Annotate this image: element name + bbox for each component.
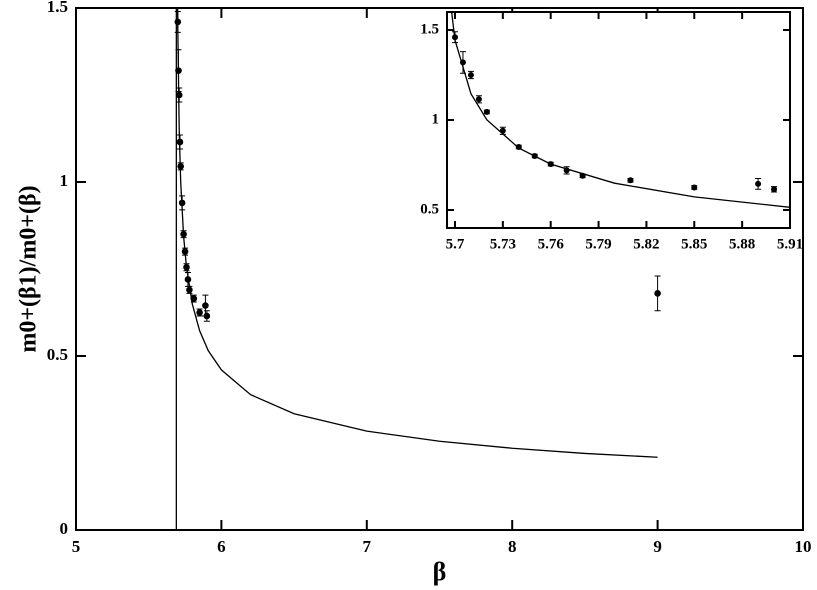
x-tick-label: 6 xyxy=(217,537,226,556)
x-tick-label: 8 xyxy=(508,537,517,556)
x-tick-label: 5.82 xyxy=(633,236,659,252)
data-point xyxy=(691,184,698,191)
x-tick-label: 9 xyxy=(653,537,662,556)
x-axis-label: β xyxy=(433,557,447,586)
plot-area xyxy=(174,8,661,530)
data-point xyxy=(627,177,634,184)
data-point xyxy=(475,96,482,103)
fit-curve xyxy=(451,12,790,208)
data-point xyxy=(467,72,474,78)
x-tick-label: 5 xyxy=(72,537,81,556)
y-tick-label: 1.5 xyxy=(47,0,68,16)
x-tick-label: 5.79 xyxy=(585,236,611,252)
x-tick-label: 5.85 xyxy=(681,236,707,252)
plot-frame xyxy=(446,11,791,229)
y-tick-label: 0.5 xyxy=(47,345,68,364)
y-tick-label: 1 xyxy=(432,111,440,127)
x-tick-label: 7 xyxy=(363,537,372,556)
x-tick-label: 10 xyxy=(795,537,812,556)
fit-curve xyxy=(175,8,658,530)
y-axis-label: m0+(β1)/m0+(β) xyxy=(16,185,42,352)
data-point xyxy=(654,290,661,297)
data-point xyxy=(203,312,211,320)
x-tick-label: 5.76 xyxy=(538,236,565,252)
data-point xyxy=(483,108,490,115)
y-tick-label: 1 xyxy=(60,171,69,190)
data-point xyxy=(771,186,778,193)
x-tick-label: 5.88 xyxy=(729,236,755,252)
y-tick-label: 1.5 xyxy=(420,21,439,37)
x-tick-label: 5.7 xyxy=(446,236,465,252)
data-point xyxy=(202,302,209,309)
x-tick-label: 5.91 xyxy=(777,236,803,252)
y-tick-label: 0.5 xyxy=(420,201,439,217)
data-point xyxy=(196,309,203,316)
y-tick-label: 0 xyxy=(60,519,69,538)
x-tick-label: 5.73 xyxy=(490,236,516,252)
data-point xyxy=(755,180,762,187)
plot-area xyxy=(451,12,790,208)
